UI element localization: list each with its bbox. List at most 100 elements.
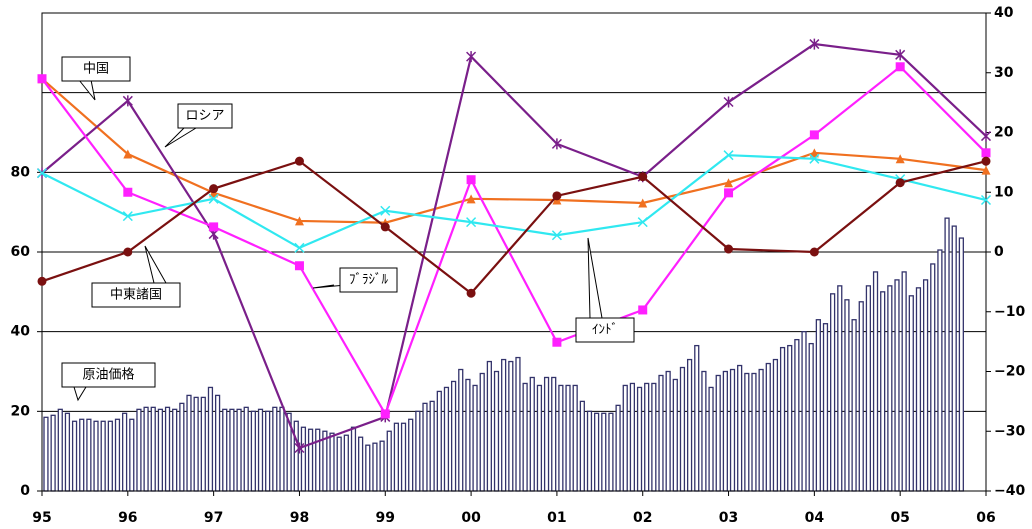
bar [329,432,335,492]
bar [594,412,600,492]
bar [214,394,221,492]
y2-tick-label: 30 [994,65,1014,81]
bar [744,372,750,492]
marker [123,149,133,159]
marker [380,409,390,419]
bar [572,384,578,492]
bar [272,406,278,492]
bar [122,412,128,492]
callout-label: 原油価格 [82,367,134,383]
bar [386,430,392,492]
bar [644,382,650,492]
bar [565,384,571,492]
marker [895,49,906,61]
marker [294,216,304,226]
callout-box [61,56,131,82]
callout-label: 中東諸国 [110,287,162,303]
x-tick-label: 02 [633,510,652,526]
y-tick-label: 80 [11,164,31,180]
marker [895,178,905,188]
bar [408,418,414,492]
bar [529,376,535,492]
bar [622,384,628,492]
bar [508,360,514,492]
marker [123,187,133,197]
bar [601,412,607,492]
marker [37,74,47,84]
marker [895,154,905,164]
marker [466,51,477,63]
bar [851,319,857,492]
bar [486,360,492,492]
bar [887,285,893,492]
bar [114,418,121,492]
marker [466,288,476,298]
marker [638,172,648,182]
bar [944,217,950,492]
bar [543,376,550,492]
callout-box [91,282,181,308]
bar [758,368,764,492]
bar [393,422,400,492]
y2-tick-label: 20 [994,125,1014,141]
y2-tick-label: −30 [994,423,1025,439]
bar [787,344,793,492]
y2-tick-label: 40 [994,5,1014,21]
bar [450,380,457,492]
marker [122,95,133,107]
x-tick-label: 03 [719,510,738,526]
callout-leader [78,79,96,101]
bar [772,358,779,492]
bar [422,402,428,492]
callout-label: ｲﾝﾄﾞ [592,323,618,338]
bar [515,356,521,492]
bar [93,420,99,492]
bar [415,410,421,492]
y2-tick-label: −10 [994,304,1025,320]
bar [822,323,829,492]
marker [466,175,476,185]
marker [724,244,734,254]
x-tick-label: 95 [32,510,51,526]
bar [222,408,228,492]
bar [865,285,872,492]
marker [551,230,562,241]
bar [436,390,442,492]
bar [307,428,314,492]
bar [372,442,378,492]
bar [751,372,757,492]
bar [400,422,407,492]
bar [193,396,199,492]
marker [294,156,304,166]
marker [809,153,820,164]
bar [358,436,364,492]
bar [880,291,886,492]
bar [801,331,807,492]
bar [658,374,664,492]
bar [186,394,192,492]
bar [86,418,92,492]
marker [980,194,992,206]
bar [43,416,49,492]
marker [466,194,476,204]
bar [293,420,299,492]
marker [209,222,219,232]
bar [701,370,707,492]
marker [980,130,992,142]
bar [729,368,736,492]
bar [586,410,593,492]
callout-box [61,362,156,388]
bar [722,370,728,492]
bar [157,408,164,492]
bar [794,338,800,492]
bar [765,362,771,492]
marker [551,138,562,150]
bar [930,263,936,492]
bar [179,402,185,492]
marker [981,156,991,166]
bar [57,408,63,492]
callout-box [339,267,398,293]
marker [638,305,648,315]
bar [350,426,357,492]
marker [36,168,48,179]
